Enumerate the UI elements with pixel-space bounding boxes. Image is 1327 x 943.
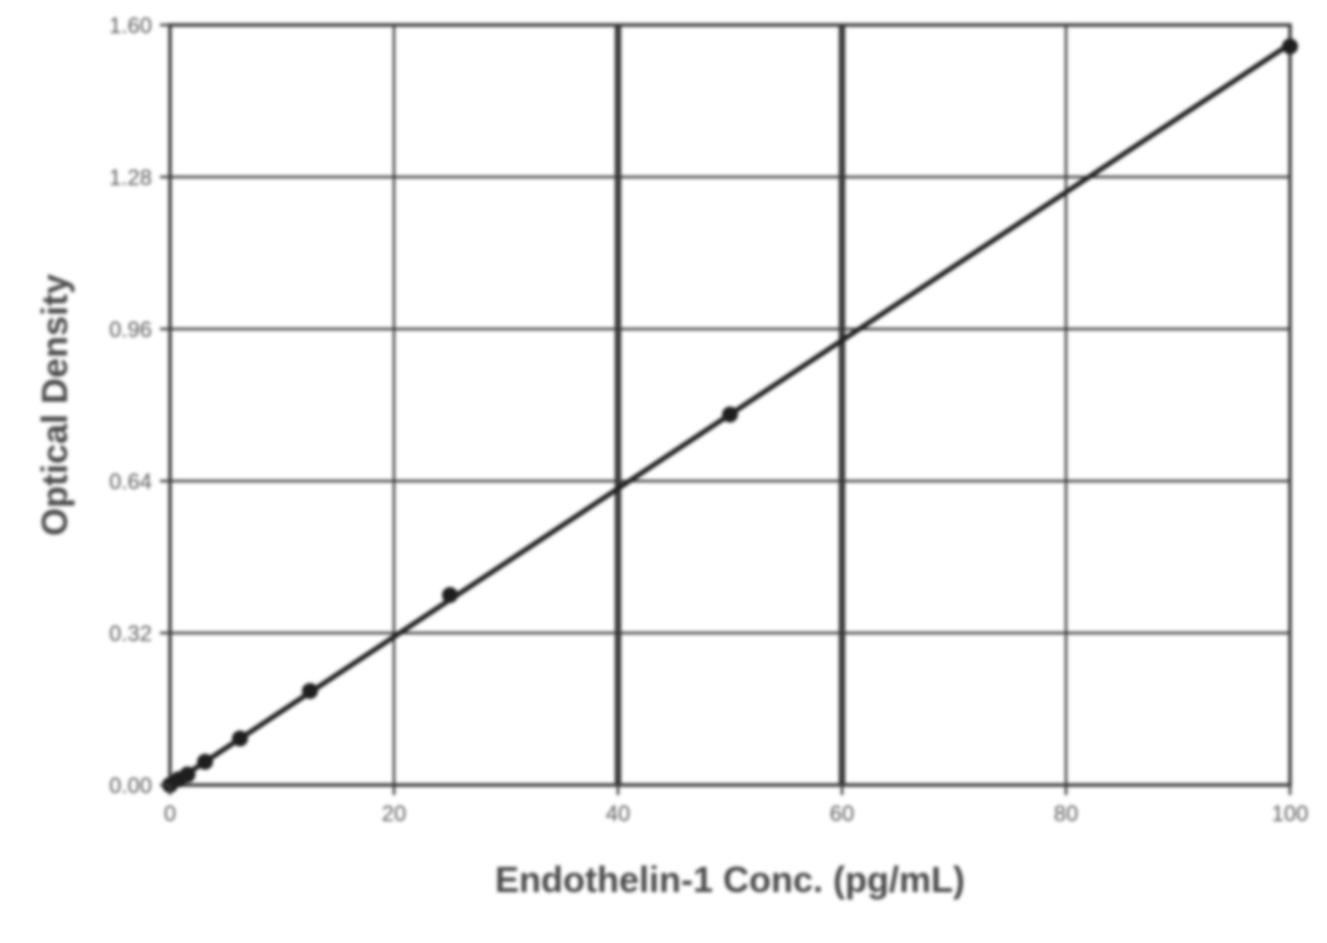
chart-svg: 0 20 40 60 80 100 0.00 0.32 0.64 0.96 1.28 1.60: [0, 0, 1327, 943]
x-tick-label: 40: [606, 801, 630, 826]
x-tick-label: 100: [1272, 801, 1309, 826]
x-tick-label: 80: [1054, 801, 1078, 826]
data-point: [197, 754, 213, 770]
y-tick-label: 1.60: [109, 13, 152, 38]
y-tick-label: 1.28: [109, 165, 152, 190]
y-tick-label: 0.32: [109, 621, 152, 646]
y-tick-label: 0.96: [109, 317, 152, 342]
data-point: [179, 767, 195, 783]
y-tick-label: 0.64: [109, 469, 152, 494]
chart-container: 0 20 40 60 80 100 0.00 0.32 0.64 0.96 1.28 1.60 Opt…: [0, 0, 1327, 943]
data-point: [442, 587, 458, 603]
data-point: [1282, 38, 1298, 54]
data-point: [302, 683, 318, 699]
data-point: [722, 407, 738, 423]
x-tick-label: 20: [382, 801, 406, 826]
x-axis-label: Endothelin-1 Conc. (pg/mL): [495, 859, 965, 901]
y-axis-label: Optical Density: [34, 274, 76, 536]
data-point: [232, 730, 248, 746]
x-tick-label: 60: [830, 801, 854, 826]
x-tick-label: 0: [164, 801, 176, 826]
y-tick-label: 0.00: [109, 773, 152, 798]
